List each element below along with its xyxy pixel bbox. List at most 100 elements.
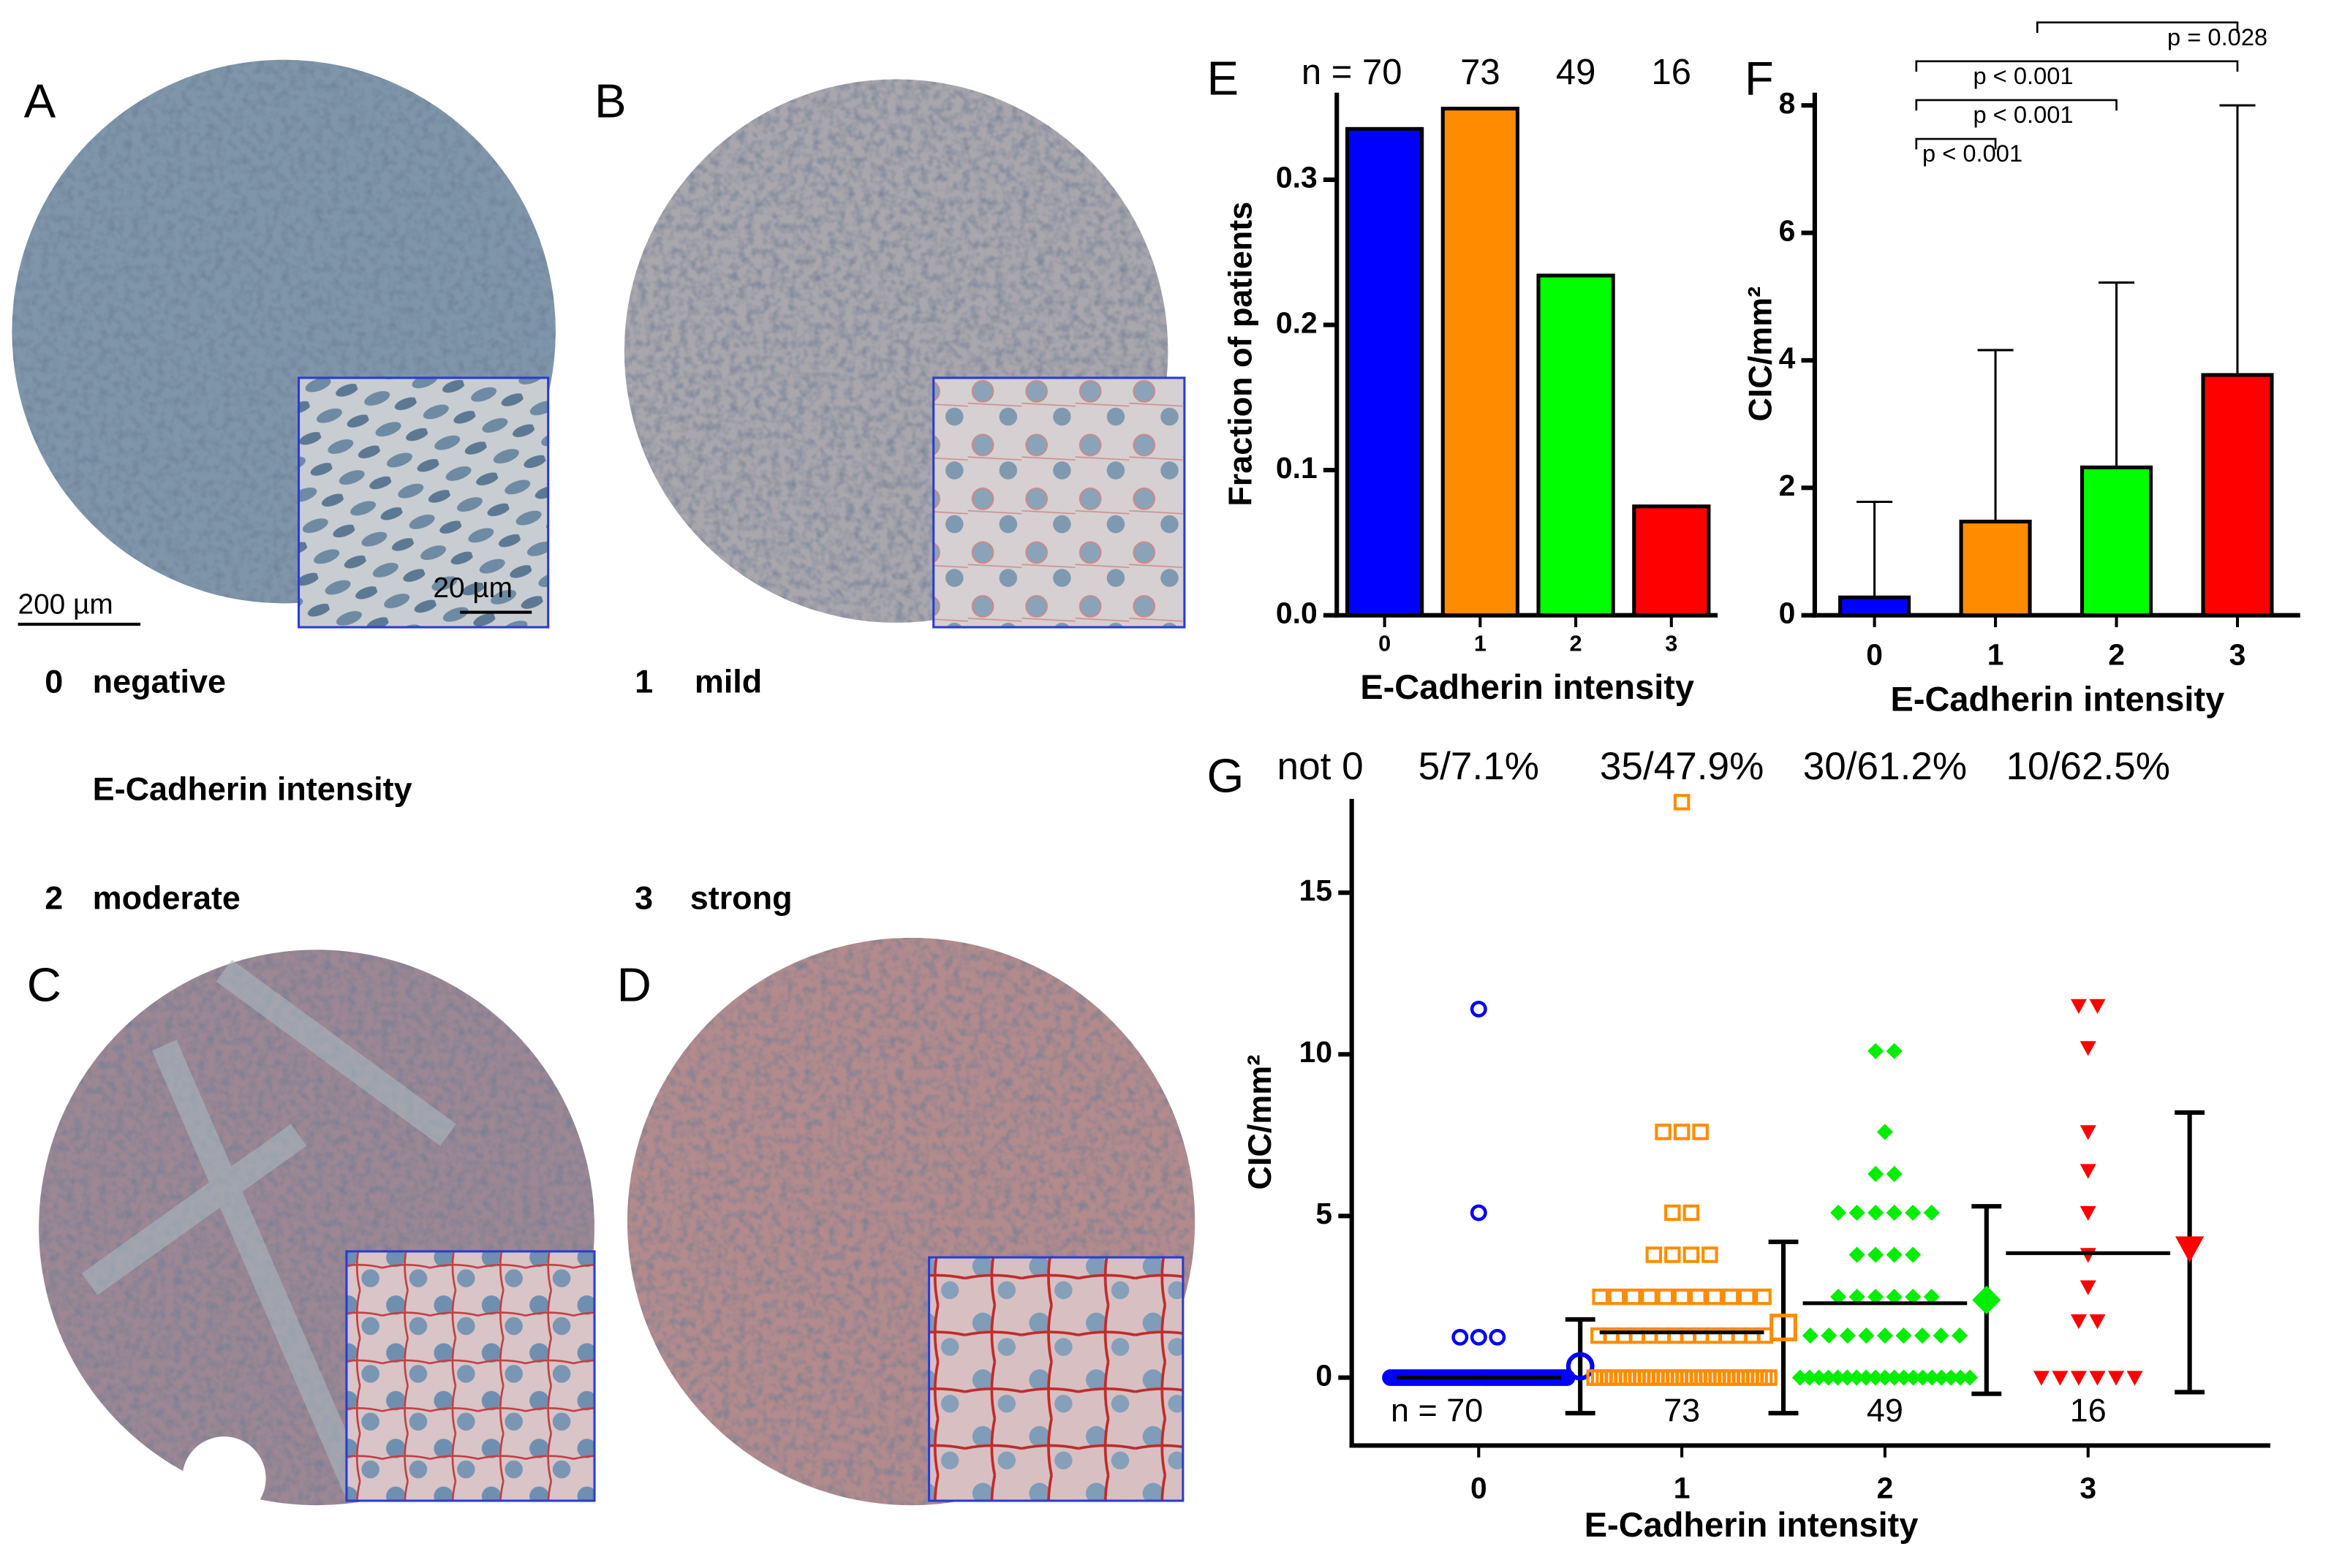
x-axis-label: E-Cadherin intensity [1584, 1505, 1919, 1544]
point [1671, 1369, 1688, 1386]
annotation: n = 70 [1302, 53, 1402, 92]
x-tick-label: 2 [2108, 638, 2125, 672]
point [1664, 1204, 1681, 1222]
x-tick-label: 0 [1470, 1472, 1487, 1505]
score: 2 [45, 879, 63, 917]
annotation: n = 70 [1391, 1391, 1483, 1428]
panel-letter: B [594, 74, 627, 127]
bar [2080, 465, 2153, 618]
point [1801, 1369, 1818, 1386]
point [1867, 1204, 1884, 1222]
point [1647, 1369, 1664, 1386]
point [1699, 1369, 1716, 1386]
top-annotation: 10/62.5% [2006, 745, 2170, 788]
point [1682, 1246, 1700, 1263]
point [1829, 1369, 1846, 1386]
y-tick-label: 0.0 [1276, 596, 1318, 629]
point [1876, 1369, 1893, 1386]
point [1952, 1369, 1969, 1386]
point [1867, 1288, 1884, 1306]
x-tick-label: 1 [1987, 638, 2004, 672]
inset [298, 376, 550, 629]
point [1728, 1369, 1745, 1386]
point [1709, 1369, 1726, 1386]
point [1661, 1369, 1679, 1386]
point [1821, 1328, 1837, 1344]
point [2089, 1371, 2106, 1386]
point [2175, 1236, 2205, 1263]
point [1664, 1246, 1681, 1263]
point [1673, 794, 1691, 811]
panel-letter: E [1207, 52, 1239, 105]
p-value: p = 0.028 [2167, 23, 2267, 50]
point [1701, 1246, 1718, 1263]
panel-letter: A [24, 74, 56, 127]
point [1924, 1369, 1941, 1386]
point [1769, 1314, 1797, 1341]
y-tick-label: 10 [1299, 1035, 1332, 1069]
score-label: negative [93, 663, 226, 700]
inset [928, 1256, 1185, 1502]
x-tick-label: 3 [1665, 632, 1677, 656]
stroma [81, 960, 456, 1499]
scale-bar-label: 200 µm [18, 589, 113, 621]
point [1590, 1369, 1608, 1386]
point [1914, 1369, 1931, 1386]
error-bar [2099, 281, 2135, 468]
point [1625, 1288, 1642, 1306]
point [1652, 1369, 1669, 1386]
point [1451, 1328, 1469, 1346]
point [1685, 1369, 1702, 1386]
bar [1345, 126, 1424, 618]
top-annotation: 35/47.9% [1600, 745, 1764, 788]
point [1722, 1288, 1739, 1306]
point [1952, 1328, 1968, 1344]
point [1657, 1369, 1674, 1386]
point [1886, 1042, 1903, 1059]
point [1609, 1369, 1627, 1386]
y-axis-label: CIC/mm² [1241, 1055, 1278, 1190]
point [1876, 1124, 1893, 1140]
point [1867, 1165, 1884, 1182]
score-label: moderate [93, 879, 241, 917]
point [1905, 1246, 1922, 1263]
y-tick-label: 0.1 [1276, 451, 1318, 485]
point [1746, 1369, 1764, 1386]
point [1742, 1369, 1759, 1386]
point [1848, 1204, 1865, 1222]
error-bar [1977, 349, 2014, 522]
point [1848, 1288, 1865, 1306]
point [2080, 1280, 2096, 1295]
panel-letter: C [27, 958, 61, 1012]
point [1642, 1369, 1660, 1386]
panel-a: A 200 µm 20 µm [12, 59, 556, 629]
point [1914, 1328, 1931, 1344]
scale-bar-label: 20 µm [433, 572, 513, 604]
significance-bracket [1915, 137, 1997, 150]
point [1905, 1204, 1922, 1222]
point [1614, 1369, 1631, 1386]
y-tick-label: 4 [1779, 341, 1796, 375]
point [1680, 1369, 1698, 1386]
x-tick-label: 2 [1877, 1472, 1894, 1505]
error-bar [1565, 1317, 1595, 1416]
p-value: p < 0.001 [1973, 101, 2073, 128]
panel-letter: F [1745, 52, 1774, 105]
point [2108, 1371, 2125, 1386]
point [1470, 1000, 1487, 1018]
p-value: p < 0.001 [1973, 62, 2073, 89]
point [2052, 1371, 2069, 1386]
point [2070, 999, 2087, 1014]
annotation: 49 [1556, 53, 1596, 92]
point [1619, 1369, 1636, 1386]
point [1962, 1369, 1979, 1386]
point [1933, 1369, 1950, 1386]
panel-letter: G [1207, 749, 1244, 803]
point [1633, 1369, 1650, 1386]
point [1739, 1288, 1756, 1306]
point [1848, 1246, 1865, 1263]
intensity-legend: 0 negative 1 mild E-Cadherin intensity 2… [45, 663, 792, 917]
x-tick-label: 0 [1378, 632, 1391, 656]
y-tick-label: 8 [1779, 86, 1796, 120]
